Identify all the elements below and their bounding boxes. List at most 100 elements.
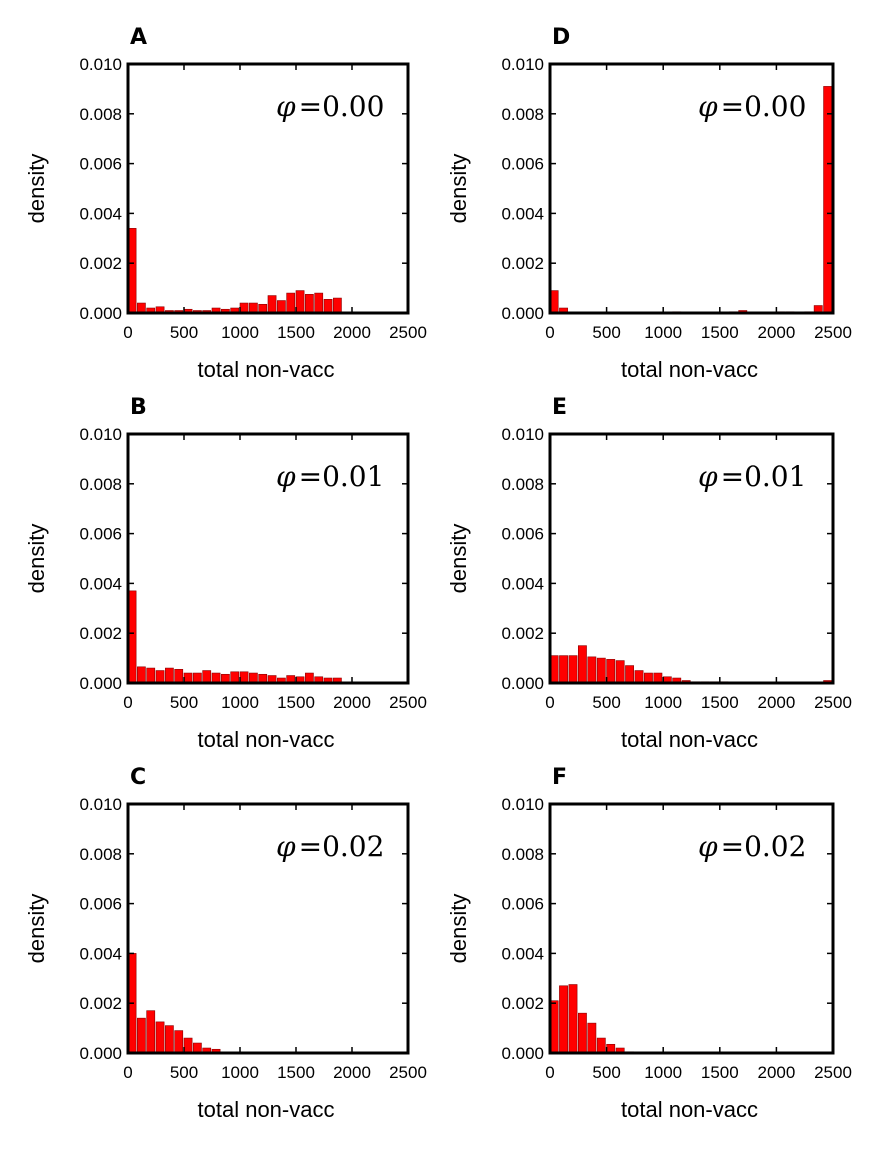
x-tick-label: 2000 [333, 693, 371, 712]
x-tick-label: 0 [123, 323, 132, 342]
phi-value: =0.00 [721, 90, 807, 123]
x-tick-label: 500 [170, 1063, 198, 1082]
panel-letter: C [130, 765, 146, 790]
x-tick-label: 1000 [644, 693, 682, 712]
y-tick-label: 0.000 [79, 674, 122, 693]
x-axis-label: total non-vacc [198, 727, 335, 752]
x-tick-label: 2500 [814, 693, 852, 712]
histogram-bar [267, 295, 277, 314]
histogram-bar [823, 86, 833, 314]
histogram-bar [577, 1012, 587, 1054]
x-tick-label: 0 [545, 693, 554, 712]
x-tick-label: 2500 [389, 323, 427, 342]
x-axis-label: total non-vacc [198, 357, 335, 382]
phi-annotation: φ =0.01 [698, 460, 806, 493]
x-tick-label: 2500 [814, 323, 852, 342]
phi-symbol: φ [276, 90, 296, 123]
histogram-bar [146, 1010, 156, 1054]
bars [127, 228, 342, 314]
histogram-bar [202, 670, 212, 684]
panel-f: 0.000 0.002 0.004 0.006 0.008 0.010 0 500 1000 15… [446, 765, 852, 1122]
phi-value: =0.02 [721, 830, 807, 863]
x-axis-label: total non-vacc [621, 727, 758, 752]
histogram-bar [587, 656, 597, 684]
histogram-bar [606, 659, 616, 684]
x-tick-label: 1000 [221, 1063, 259, 1082]
x-tick-label: 1500 [277, 1063, 315, 1082]
y-tick-label: 0.008 [501, 105, 544, 124]
histogram-bar [333, 297, 342, 314]
x-tick-label: 2000 [333, 1063, 371, 1082]
x-tick-label: 500 [592, 1063, 620, 1082]
phi-annotation: φ =0.00 [698, 90, 806, 123]
x-tick-label: 1500 [277, 323, 315, 342]
histogram-bar [174, 668, 184, 684]
phi-symbol: φ [698, 90, 718, 123]
x-tick-label: 500 [592, 323, 620, 342]
histogram-bar [295, 290, 305, 314]
y-axis-label: density [24, 154, 49, 224]
panel-letter: F [552, 765, 567, 790]
x-axis-label: total non-vacc [621, 357, 758, 382]
panel-letter: E [552, 395, 567, 420]
histogram-bar [174, 1030, 184, 1054]
histogram-bar [314, 292, 324, 314]
histogram-bar [230, 671, 240, 684]
histogram-bar [634, 670, 644, 684]
y-tick-label: 0.000 [501, 1044, 544, 1063]
panel-letter: B [130, 395, 147, 420]
y-tick-label: 0.010 [501, 55, 544, 74]
y-tick-label: 0.002 [501, 624, 544, 643]
histogram-bar [137, 1017, 146, 1054]
y-tick-label: 0.002 [79, 994, 122, 1013]
histogram-bar [305, 294, 314, 314]
x-tick-label: 1500 [701, 693, 739, 712]
y-tick-label: 0.006 [501, 895, 544, 914]
histogram-bar [146, 667, 156, 684]
phi-value: =0.01 [721, 460, 807, 493]
phi-symbol: φ [276, 830, 296, 863]
y-tick-label: 0.004 [501, 944, 544, 963]
histogram-bar [239, 671, 249, 684]
y-tick-label: 0.002 [79, 254, 122, 273]
y-tick-label: 0.006 [501, 155, 544, 174]
bars [127, 590, 342, 684]
x-tick-label: 500 [592, 693, 620, 712]
histogram-bar [165, 667, 174, 684]
y-axis-label: density [446, 894, 471, 964]
phi-value: =0.00 [299, 90, 385, 123]
x-tick-label: 0 [545, 1063, 554, 1082]
x-tick-label: 2500 [389, 693, 427, 712]
x-tick-label: 1000 [644, 1063, 682, 1082]
y-axis-label: density [446, 524, 471, 594]
y-axis-label: density [24, 894, 49, 964]
histogram-bar [155, 670, 165, 684]
x-tick-label: 0 [545, 323, 554, 342]
histogram-bar [596, 1037, 606, 1054]
x-tick-label: 2000 [757, 1063, 795, 1082]
bars [127, 953, 221, 1054]
phi-annotation: φ =0.00 [276, 90, 384, 123]
y-tick-label: 0.010 [79, 55, 122, 74]
histogram-bar [559, 985, 568, 1054]
y-axis-label: density [446, 154, 471, 224]
x-tick-label: 1000 [221, 693, 259, 712]
y-tick-label: 0.004 [79, 204, 122, 223]
phi-symbol: φ [276, 460, 296, 493]
x-tick-label: 1500 [701, 1063, 739, 1082]
panel-a: 0.000 0.002 0.004 0.006 0.008 0.010 0 500 1000 15… [24, 25, 427, 382]
histogram-bar [577, 645, 587, 684]
y-tick-label: 0.006 [79, 525, 122, 544]
y-tick-label: 0.004 [501, 574, 544, 593]
plot-frame [126, 802, 410, 1055]
plot-frame [548, 62, 835, 315]
histogram-bar [286, 292, 296, 314]
x-tick-label: 2500 [814, 1063, 852, 1082]
panel-d: 0.000 0.002 0.004 0.006 0.008 0.010 0 500 1000 15… [446, 25, 852, 382]
x-tick-label: 2500 [389, 1063, 427, 1082]
y-tick-label: 0.002 [79, 624, 122, 643]
y-tick-label: 0.008 [79, 475, 122, 494]
phi-value: =0.01 [299, 460, 385, 493]
y-tick-label: 0.000 [501, 304, 544, 323]
histogram-bar [323, 299, 333, 314]
